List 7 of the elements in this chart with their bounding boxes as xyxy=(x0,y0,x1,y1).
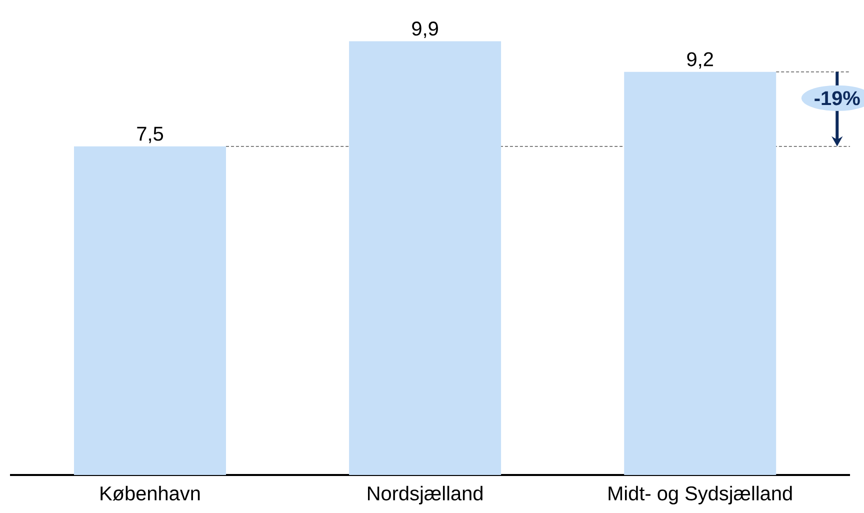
data-label: 9,9 xyxy=(412,22,438,38)
x-tick-label: København xyxy=(100,486,200,501)
data-label: 7,5 xyxy=(137,126,164,144)
x-tick-label: Midt- og Sydsjælland xyxy=(608,486,792,504)
annotation: -19% xyxy=(814,91,860,106)
x-tick-label: Nordsjælland xyxy=(368,486,482,504)
data-label: 9,2 xyxy=(687,52,713,69)
